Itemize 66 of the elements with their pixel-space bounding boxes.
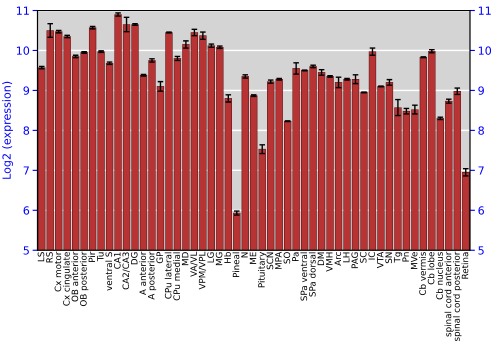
x-tick-label: Pa	[292, 252, 299, 262]
x-tick-label: SPa ventral	[300, 252, 308, 301]
x-tick-label: Hb	[224, 252, 231, 263]
x-tick-label: Tg	[394, 252, 402, 263]
x-tick-label: Tu	[97, 252, 104, 262]
y-tick-label: 8	[24, 126, 30, 135]
x-tick-label: Cb vermis	[419, 252, 426, 296]
x-tick-label: VPM/VPL	[198, 252, 206, 290]
x-tick-label: Pn	[402, 252, 409, 262]
x-tick-label: spinal cord anterior	[444, 252, 454, 336]
y2-tick-label: 6	[478, 206, 484, 215]
x-tick-label: CPu medial	[173, 252, 180, 300]
y-axis-title: Log2 (expression)	[2, 82, 13, 179]
y2-tick-label: 7	[478, 166, 484, 175]
x-tick-label: ME	[250, 252, 256, 264]
x-tick-label: MPA	[275, 252, 282, 270]
x-tick-label: DM	[318, 252, 324, 266]
x-tick-label: MVe	[410, 252, 418, 270]
x-tick-label: CA2/CA3	[122, 252, 130, 290]
x-tick-label: OB anterior	[71, 252, 78, 302]
x-tick-label: OB posterior	[80, 252, 88, 306]
x-tick-label: PAG	[351, 252, 358, 268]
x-tick-label: Pineal	[232, 252, 240, 278]
x-tick-label: LG	[207, 252, 214, 262]
x-tick-label: Pir	[88, 252, 96, 262]
x-tick-label: SPa dorsal	[308, 252, 316, 296]
x-tick-label: RS	[46, 252, 53, 262]
y-tick-label: 9	[23, 86, 30, 95]
x-tick-label: SCN	[266, 252, 274, 270]
x-tick-label: DG	[130, 252, 138, 264]
x-tick-label: GP	[156, 252, 164, 264]
x-tick-label: SO	[284, 252, 290, 264]
y2-tick-label: 10	[478, 46, 492, 55]
y-tick-label: 7	[24, 166, 29, 175]
x-tick-label: spinal cord posterior	[453, 252, 462, 342]
x-tick-label: Cb lobe	[428, 252, 434, 284]
x-tick-label: IC	[368, 252, 376, 260]
y-tick-label: 6	[24, 206, 30, 215]
y-tick-label: 10	[16, 46, 30, 55]
x-tick-label: Pituitary	[258, 252, 266, 288]
y-tick-label: 5	[24, 246, 29, 255]
x-tick-label: SN	[385, 252, 392, 264]
x-tick-label: Arc	[334, 252, 342, 266]
x-tick-label: CA1	[114, 252, 121, 269]
x-tick-label: Cx cingulate	[62, 252, 72, 306]
x-tick-label: N	[241, 252, 248, 258]
y2-tick-label: 9	[478, 86, 484, 95]
y-tick-label: 11	[16, 6, 29, 15]
x-tick-label: MD	[182, 252, 188, 266]
x-tick-label: MG	[216, 252, 222, 266]
y2-tick-label: 5	[478, 246, 484, 255]
x-tick-label: VMH	[326, 252, 332, 272]
x-tick-label: VA/VL	[190, 252, 198, 277]
x-tick-label: ventral S	[105, 252, 112, 291]
x-tick-label: LS	[38, 252, 44, 262]
x-tick-label: SC	[360, 252, 367, 263]
y2-tick-label: 11	[478, 6, 491, 15]
x-tick-label: VTA	[376, 252, 384, 268]
x-tick-label: A anterior	[139, 252, 146, 296]
x-tick-label: Cx motor	[54, 252, 62, 292]
x-tick-label: CPu lateral	[164, 252, 172, 299]
x-tick-label: Retina	[462, 252, 468, 279]
y2-tick-label: 8	[478, 126, 484, 135]
x-tick-label: Cb nucleus	[436, 252, 443, 300]
x-tick-label: A posterior	[148, 252, 156, 300]
x-tick-label: LH	[343, 252, 350, 262]
